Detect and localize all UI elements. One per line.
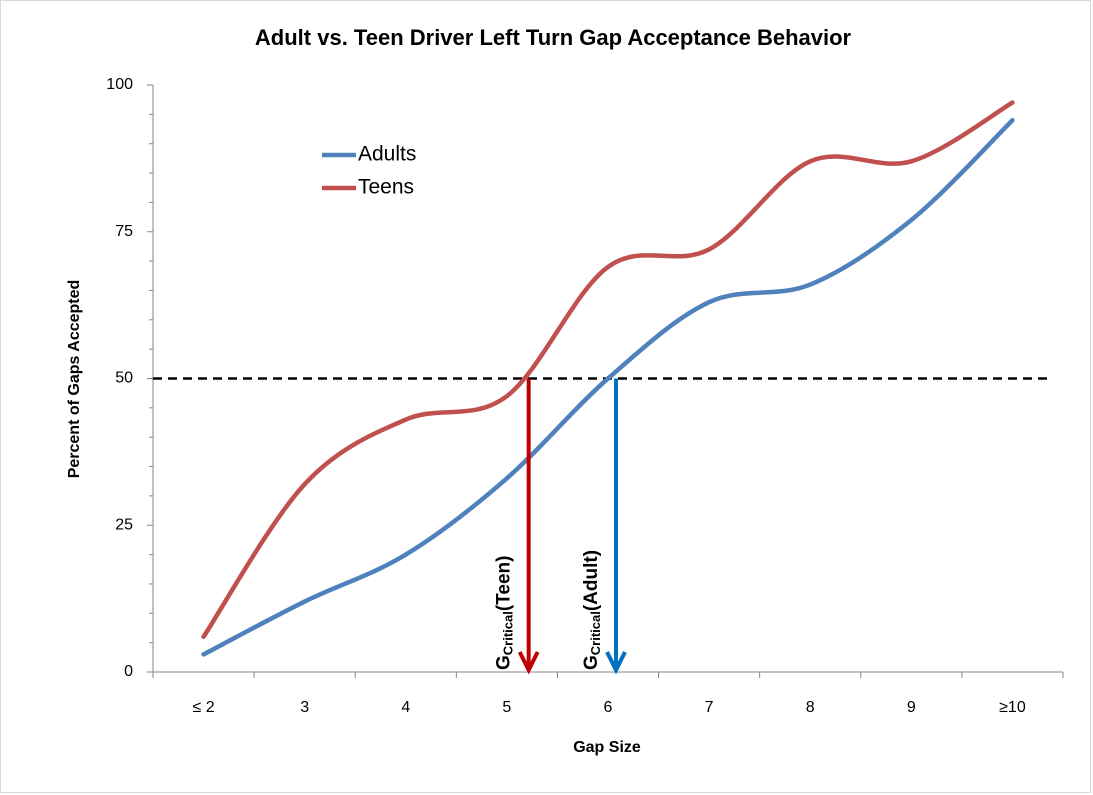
annotation-arrowhead [517, 651, 540, 675]
annotation-suffix: (Adult) [581, 550, 602, 611]
x-tick-label: ≥10 [999, 699, 1026, 716]
annotation-text: G [581, 655, 602, 670]
y-tick-label: 50 [115, 370, 133, 387]
y-tick-label: 25 [115, 516, 133, 533]
x-tick-label: 6 [604, 699, 613, 716]
x-tick-label: 9 [907, 699, 916, 716]
annotation-label: GCritical(Adult) [581, 550, 603, 670]
y-tick-label: 75 [115, 223, 133, 240]
annotation-text: G [494, 655, 515, 670]
chart-title: Adult vs. Teen Driver Left Turn Gap Acce… [255, 25, 852, 50]
x-tick-label: 3 [300, 699, 309, 716]
annotation-sub: Critical [501, 611, 516, 655]
annotation-suffix: (Teen) [494, 556, 515, 612]
legend-label: Teens [358, 176, 414, 199]
series-line [201, 100, 1015, 640]
series-line [201, 117, 1015, 657]
annotation-arrowhead [605, 651, 627, 675]
y-tick-label: 100 [106, 76, 133, 93]
x-tick-label: 5 [502, 699, 511, 716]
annotation-sub: Critical [588, 611, 603, 655]
y-tick-label: 0 [124, 663, 133, 680]
x-axis-label: Gap Size [573, 739, 641, 756]
x-tick-label: 4 [401, 699, 410, 716]
annotation-label: GCritical(Teen) [494, 556, 516, 670]
y-axis-label: Percent of Gaps Accepted [66, 280, 83, 479]
x-tick-label: 8 [806, 699, 815, 716]
x-tick-label: 7 [705, 699, 714, 716]
legend-label: Adults [358, 143, 416, 166]
x-tick-label: ≤ 2 [192, 699, 214, 716]
